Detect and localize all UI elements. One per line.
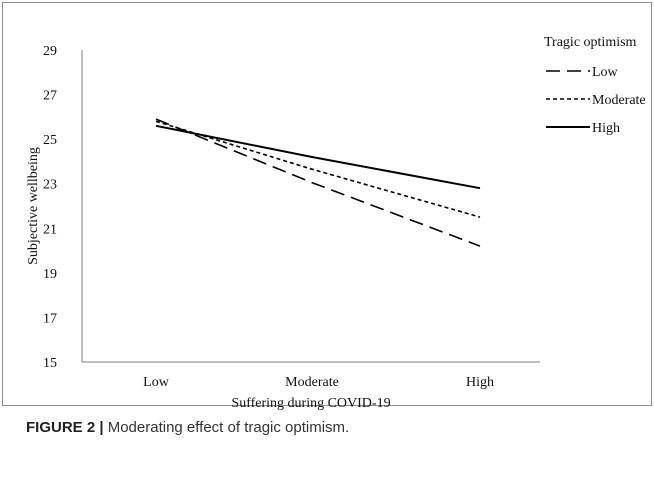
y-tick-label: 23 — [43, 178, 57, 193]
chart-border — [2, 2, 652, 406]
y-tick-label: 27 — [43, 89, 57, 104]
legend: Tragic optimism Low Moderate High — [544, 35, 646, 136]
y-tick-label: 21 — [43, 222, 57, 237]
y-axis-label: Subjective wellbeing — [26, 147, 41, 265]
legend-items: Low Moderate High — [546, 65, 646, 136]
figure-caption: FIGURE 2 | Moderating effect of tragic o… — [26, 418, 646, 462]
x-axis-label: Suffering during COVID-19 — [231, 396, 390, 410]
caption-label: FIGURE 2 | — [26, 419, 104, 436]
series-line-moderate — [155, 120, 481, 218]
x-tick-label: Low — [143, 375, 170, 390]
line-chart: 15 17 19 21 23 25 27 29 Low Moderate High Subject… — [2, 2, 652, 410]
y-tick-label: 17 — [43, 311, 57, 326]
legend-label-low: Low — [592, 65, 619, 80]
y-tick-label: 29 — [43, 44, 57, 59]
figure-frame: 15 17 19 21 23 25 27 29 Low Moderate High Subject… — [2, 2, 652, 410]
series-line-high — [155, 124, 481, 190]
axes — [81, 50, 540, 363]
y-tick-label: 25 — [43, 133, 57, 148]
legend-label-moderate: Moderate — [592, 93, 646, 108]
x-tick-label: High — [466, 375, 494, 390]
legend-title: Tragic optimism — [544, 35, 637, 50]
series-lines — [155, 118, 481, 247]
legend-label-high: High — [592, 121, 620, 136]
y-tick-label: 15 — [43, 356, 57, 371]
y-tick-label: 19 — [43, 267, 57, 282]
x-tick-labels: Low Moderate High — [143, 375, 494, 390]
x-tick-label: Moderate — [285, 375, 339, 390]
caption-text: Moderating effect of tragic optimism. — [107, 419, 350, 436]
series-line-low — [155, 118, 481, 247]
y-tick-labels: 15 17 19 21 23 25 27 29 — [43, 44, 57, 371]
